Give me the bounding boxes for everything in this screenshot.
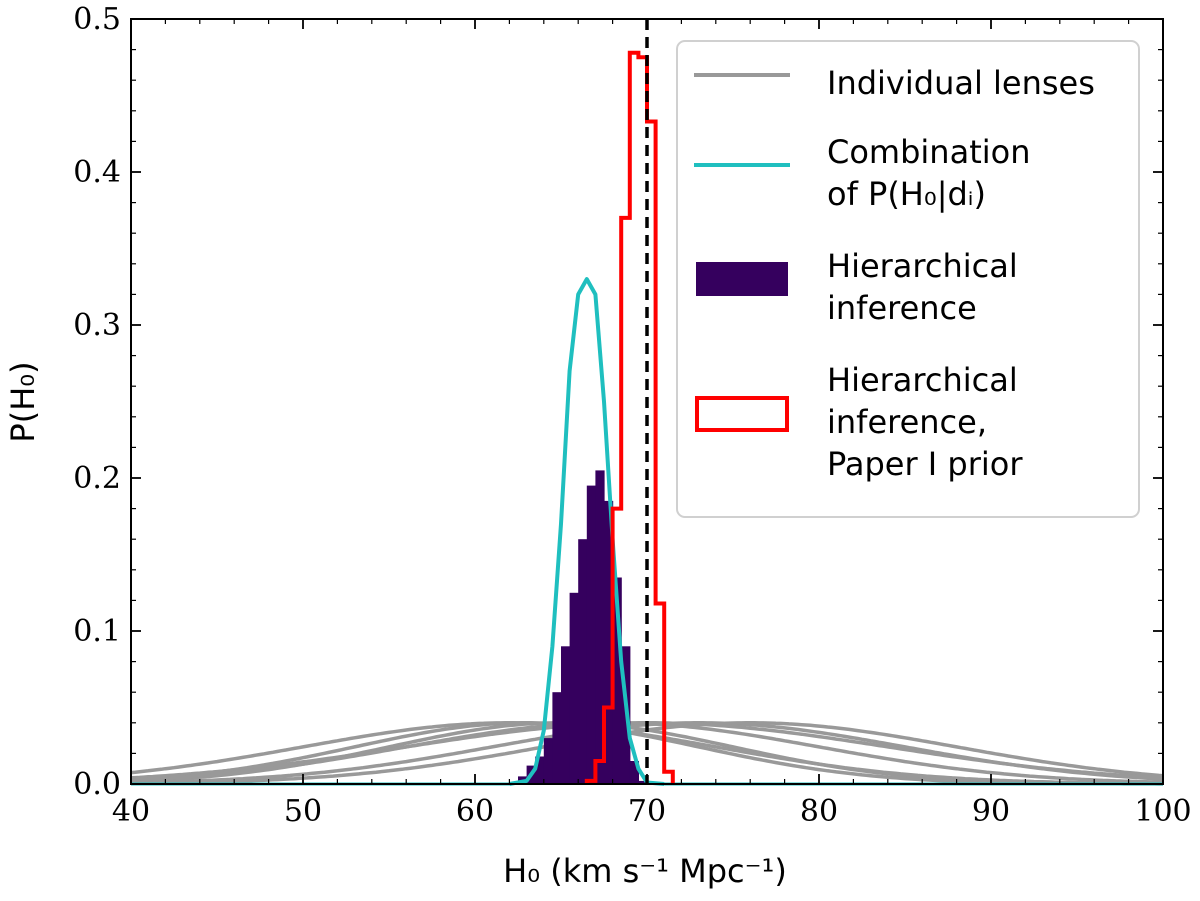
hierarchical-bar <box>578 539 588 784</box>
y-tick-label: 0.3 <box>73 308 121 343</box>
y-axis-label: P(H₀) <box>4 361 42 442</box>
paper1-prior-outline <box>584 50 675 784</box>
legend-box <box>676 40 1140 518</box>
y-tick-label: 0.4 <box>73 155 121 190</box>
hierarchical-bar <box>595 470 605 784</box>
legend-label-line: Combination <box>827 133 1030 171</box>
legend-label-line: Paper I prior <box>827 445 1023 483</box>
hierarchical-bar <box>543 738 553 784</box>
x-tick-label: 90 <box>972 794 1010 829</box>
x-axis-label: H₀ (km s⁻¹ Mpc⁻¹) <box>503 852 787 890</box>
y-tick-label: 0.5 <box>73 2 121 37</box>
paper1-prior-histogram <box>584 50 675 784</box>
legend-label-line: inference <box>827 289 977 327</box>
legend: Individual lenses Combination of P(H₀|dᵢ) H… <box>676 40 1140 518</box>
x-tick-label: 50 <box>284 794 322 829</box>
hierarchical-bar <box>586 485 596 784</box>
legend-label-line: of P(H₀|dᵢ) <box>827 175 986 213</box>
combination-curve <box>509 277 665 786</box>
x-tick-label: 60 <box>456 794 494 829</box>
hierarchical-bar <box>612 577 622 784</box>
hierarchical-bar <box>552 692 562 784</box>
axes: 40 50 60 70 80 90 100 0.0 0.1 0.2 0.3 0.4 0.5 <box>73 2 1191 829</box>
legend-label-line: Hierarchical <box>827 247 1018 285</box>
x-tick-label: 80 <box>800 794 838 829</box>
x-tick-label: 40 <box>112 794 150 829</box>
hierarchical-bar <box>629 761 639 784</box>
legend-swatch-outline <box>695 396 789 432</box>
y-tick-label: 0.1 <box>73 614 121 649</box>
hierarchical-bar <box>638 780 648 784</box>
legend-label-line: inference, <box>827 403 987 441</box>
x-tick-label: 100 <box>1134 794 1191 829</box>
legend-swatch-filled <box>696 262 788 296</box>
hierarchical-bar <box>569 592 579 785</box>
x-tick-label: 70 <box>628 794 666 829</box>
legend-label-line: Individual lenses <box>827 64 1095 102</box>
hierarchical-bar <box>535 756 545 784</box>
hierarchical-bar <box>561 646 571 784</box>
y-tick-label: 0.0 <box>73 767 121 802</box>
legend-label-line: Hierarchical <box>827 361 1018 399</box>
y-tick-label: 0.2 <box>73 461 121 496</box>
hierarchical-bar <box>604 500 614 784</box>
